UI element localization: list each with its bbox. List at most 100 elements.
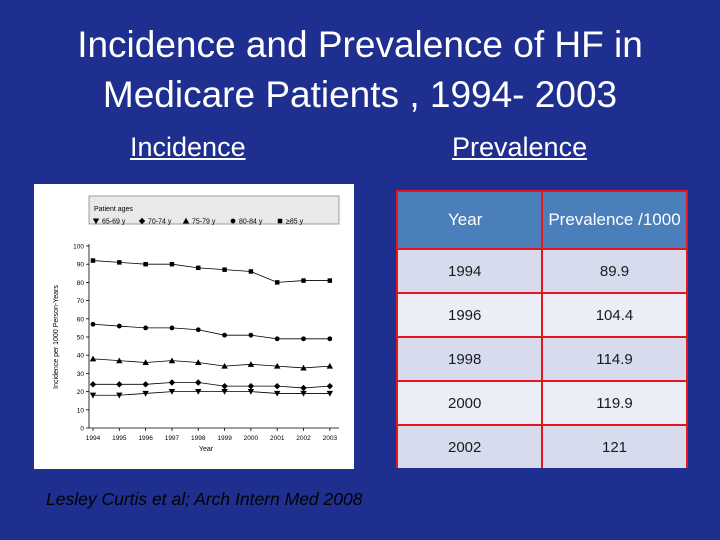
legend-marker bbox=[277, 218, 283, 224]
data-point bbox=[117, 260, 122, 265]
data-point bbox=[142, 390, 149, 397]
y-tick-label: 40 bbox=[77, 353, 85, 360]
data-point bbox=[143, 261, 148, 267]
data-point bbox=[90, 258, 96, 263]
title-line-1: Incidence and Prevalence of HF in bbox=[77, 24, 643, 65]
data-point bbox=[222, 332, 227, 338]
data-point bbox=[196, 265, 201, 271]
y-tick-label: 80 bbox=[77, 280, 85, 287]
data-point bbox=[247, 389, 255, 395]
data-point bbox=[116, 357, 123, 364]
y-tick-label: 10 bbox=[77, 407, 85, 414]
y-tick-label: 50 bbox=[77, 335, 85, 342]
series-line bbox=[93, 382, 330, 389]
x-tick-label: 1999 bbox=[217, 435, 232, 442]
data-point bbox=[168, 357, 176, 364]
data-point bbox=[168, 389, 176, 395]
data-point bbox=[274, 336, 280, 342]
data-point bbox=[195, 359, 202, 366]
series-line bbox=[92, 260, 330, 283]
x-axis-label: Year bbox=[199, 446, 214, 453]
data-point bbox=[274, 390, 281, 397]
x-tick-label: 1994 bbox=[86, 435, 101, 442]
title-line-2: Medicare Patients , 1994- 2003 bbox=[102, 74, 618, 115]
data-point bbox=[116, 392, 123, 399]
data-point bbox=[142, 381, 149, 388]
header-prevalence: Prevalence /1000 bbox=[543, 192, 686, 248]
table-cell-year: 2002 bbox=[398, 426, 541, 468]
data-point bbox=[221, 382, 228, 390]
data-point bbox=[326, 390, 334, 397]
data-point bbox=[300, 364, 307, 371]
data-point bbox=[221, 362, 228, 369]
table-cell-prevalence: 89.9 bbox=[543, 250, 686, 292]
legend-title: Patient ages bbox=[94, 206, 133, 213]
x-tick-label: 2003 bbox=[323, 435, 338, 442]
prevalence-table: Year Prevalence /1000 1994 89.9 1996 104.4 199… bbox=[396, 190, 688, 468]
y-tick-label: 100 bbox=[73, 244, 84, 251]
data-point bbox=[248, 269, 254, 274]
data-point bbox=[301, 336, 306, 342]
slide-title: Incidence and Prevalence of HF in Medica… bbox=[20, 20, 700, 120]
data-point bbox=[90, 321, 96, 327]
data-point bbox=[327, 278, 333, 283]
table-cell-prevalence: 104.4 bbox=[543, 294, 686, 336]
table-cell-prevalence: 119.9 bbox=[543, 382, 686, 424]
x-tick-label: 2000 bbox=[244, 435, 259, 442]
data-point bbox=[221, 389, 228, 395]
incidence-chart-panel: Patient ages 65-69 y 70-74 y 75-79 y 80-84 y… bbox=[34, 184, 354, 469]
data-point bbox=[300, 390, 307, 397]
data-point bbox=[169, 325, 175, 331]
legend-label: 80-84 y bbox=[239, 219, 263, 226]
table-cell-prevalence: 114.9 bbox=[543, 338, 686, 380]
x-tick-label: 1996 bbox=[138, 435, 153, 442]
header-year: Year bbox=[398, 192, 541, 248]
y-axis-label: Incidence per 1000 Person-Years bbox=[53, 285, 60, 389]
data-point bbox=[116, 323, 122, 329]
data-point bbox=[247, 361, 255, 367]
y-tick-label: 70 bbox=[77, 298, 85, 305]
data-point bbox=[248, 332, 254, 338]
series-line bbox=[92, 323, 330, 340]
table-cell-year: 1996 bbox=[398, 294, 541, 336]
data-point bbox=[300, 384, 307, 392]
legend-marker bbox=[230, 218, 236, 224]
y-tick-label: 0 bbox=[80, 426, 84, 433]
data-point bbox=[195, 379, 202, 386]
data-point bbox=[169, 261, 175, 267]
series-line bbox=[92, 358, 330, 369]
incidence-chart: Patient ages 65-69 y 70-74 y 75-79 y 80-84 y… bbox=[53, 195, 340, 453]
data-point bbox=[143, 325, 149, 331]
y-tick-label: 60 bbox=[77, 316, 85, 323]
legend-label: ≥85 y bbox=[286, 219, 304, 226]
legend-label: 75-79 y bbox=[192, 219, 216, 226]
data-point bbox=[168, 379, 176, 386]
series-line bbox=[93, 391, 330, 396]
x-tick-label: 2001 bbox=[270, 435, 285, 442]
x-tick-label: 2002 bbox=[296, 435, 311, 442]
incidence-heading: Incidence bbox=[130, 132, 246, 162]
data-point bbox=[142, 359, 149, 366]
table-cell-prevalence: 121 bbox=[543, 426, 686, 468]
table-cell-year: 1994 bbox=[398, 250, 541, 292]
data-point bbox=[89, 392, 97, 399]
data-point bbox=[274, 280, 280, 285]
legend-box bbox=[88, 195, 340, 225]
data-point bbox=[274, 362, 281, 369]
data-point bbox=[326, 382, 334, 390]
y-tick-label: 90 bbox=[77, 262, 85, 269]
citation: Lesley Curtis et al; Arch Intern Med 200… bbox=[46, 489, 363, 509]
data-point bbox=[195, 327, 201, 333]
data-point bbox=[222, 267, 227, 272]
legend-marker bbox=[92, 218, 100, 225]
table-cell-year: 1998 bbox=[398, 338, 541, 380]
y-tick-label: 30 bbox=[77, 371, 85, 378]
data-point bbox=[89, 355, 97, 362]
data-point bbox=[116, 381, 123, 388]
x-tick-label: 1998 bbox=[191, 435, 206, 442]
legend-marker bbox=[182, 217, 190, 224]
prevalence-heading: Prevalence bbox=[452, 132, 588, 162]
legend-label: 65-69 y bbox=[102, 219, 126, 226]
data-point bbox=[301, 278, 306, 283]
data-point bbox=[326, 362, 334, 369]
